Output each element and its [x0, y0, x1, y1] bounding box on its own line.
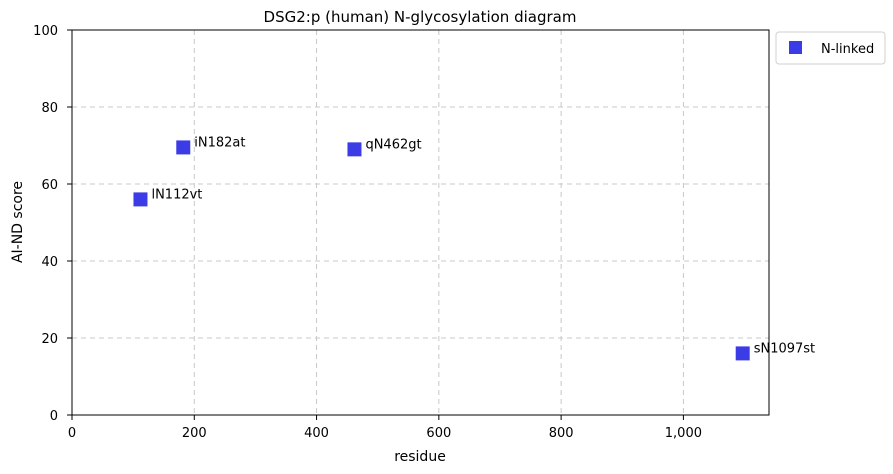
data-point [176, 140, 191, 155]
y-tick-label: 80 [41, 101, 58, 116]
x-tick-label: 600 [426, 426, 451, 441]
x-tick-label: 200 [182, 426, 207, 441]
x-tick-label: 800 [549, 426, 574, 441]
data-points: lN112vt iN182at qN462gt sN1097st [133, 135, 815, 361]
x-tick-label: 400 [304, 426, 329, 441]
y-axis-title: AI-ND score [10, 181, 26, 263]
data-point-label: lN112vt [151, 187, 202, 202]
data-point-label: sN1097st [754, 341, 815, 356]
axis-ticks: 0 200 400 600 800 1,000 0 20 40 60 80 100 [33, 24, 702, 441]
x-axis-title: residue [394, 449, 446, 465]
plot-frame [71, 29, 770, 416]
data-point-label: qN462gt [365, 137, 421, 152]
x-tick-label: 0 [68, 426, 76, 441]
data-point [735, 346, 750, 361]
y-tick-label: 20 [41, 332, 58, 347]
y-tick-label: 40 [41, 255, 58, 270]
y-tick-label: 0 [50, 409, 58, 424]
y-tick-label: 100 [33, 24, 58, 39]
grid [72, 30, 769, 415]
legend-label: N-linked [821, 42, 874, 57]
data-point-label: iN182at [194, 135, 245, 150]
y-tick-label: 60 [41, 178, 58, 193]
x-tick-label: 1,000 [665, 426, 702, 441]
chart-title: DSG2:p (human) N-glycosylation diagram [264, 8, 577, 26]
legend: N-linked [775, 31, 886, 65]
data-point [347, 142, 362, 157]
data-point [133, 192, 148, 207]
legend-box [775, 31, 886, 65]
legend-marker [789, 41, 802, 54]
